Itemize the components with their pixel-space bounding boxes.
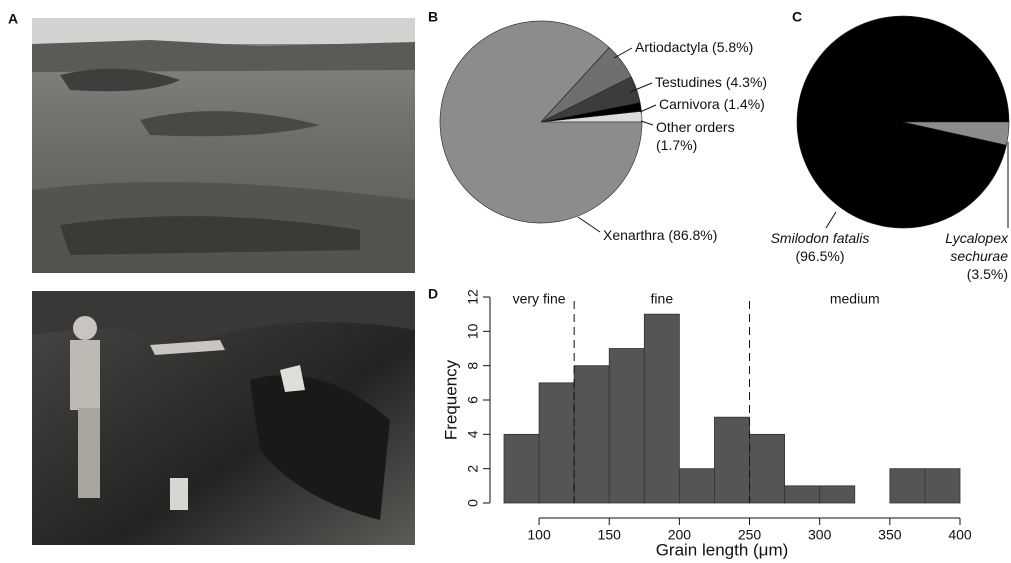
y-tick-label: 8 bbox=[465, 362, 481, 370]
y-tick-label: 4 bbox=[465, 430, 481, 438]
pie-label: Other orders(1.7%) bbox=[656, 118, 766, 154]
photo-excavation bbox=[32, 291, 415, 545]
x-axis-title: Grain length (μm) bbox=[656, 540, 789, 559]
x-tick-label: 300 bbox=[808, 527, 832, 543]
pie-label: Lycalopex sechurae(3.5%) bbox=[925, 229, 1008, 283]
y-axis-title: Frequency bbox=[441, 359, 460, 440]
category-label: Lycalopex sechurae bbox=[945, 230, 1008, 264]
pie-label: Artiodactyla (5.8%) bbox=[635, 38, 795, 56]
pie-label: Xenarthra (86.8%) bbox=[603, 226, 763, 244]
histogram-bar bbox=[925, 469, 960, 503]
y-tick-label: 10 bbox=[465, 323, 481, 339]
category-label: Xenarthra bbox=[603, 227, 664, 243]
value-label: (1.7%) bbox=[656, 136, 766, 154]
category-label: Other orders bbox=[656, 119, 735, 135]
y-tick-label: 0 bbox=[465, 499, 481, 507]
panel-label: B bbox=[428, 9, 438, 25]
pie-label: Testudines (4.3%) bbox=[655, 73, 795, 91]
annotation: very fine bbox=[513, 291, 566, 307]
value-label: (3.5%) bbox=[925, 265, 1008, 283]
leader-line bbox=[614, 48, 632, 58]
histogram-bar bbox=[539, 383, 574, 503]
figure-canvas: A B C D 024681012100150200250300350400Gr… bbox=[0, 0, 1011, 563]
panel-label: D bbox=[428, 286, 438, 302]
x-tick-label: 150 bbox=[598, 527, 622, 543]
leader-line bbox=[826, 212, 836, 228]
leader-line bbox=[640, 105, 656, 112]
panel-label: A bbox=[8, 11, 18, 27]
histogram-bar bbox=[820, 486, 855, 503]
category-label: Smilodon fatalis bbox=[771, 230, 870, 246]
histogram-bar bbox=[574, 366, 609, 503]
category-label: Artiodactyla bbox=[635, 39, 708, 55]
histogram-bar bbox=[679, 469, 714, 503]
y-tick-label: 2 bbox=[465, 465, 481, 473]
pie-label: Smilodon fatalis (96.5%) bbox=[768, 229, 872, 265]
annotation: fine bbox=[651, 291, 674, 307]
photo-site bbox=[32, 18, 415, 273]
histogram-bar bbox=[609, 349, 644, 504]
value-label: (96.5%) bbox=[795, 248, 844, 264]
value-label: (5.8%) bbox=[712, 39, 753, 55]
histogram-bar bbox=[890, 469, 925, 503]
histogram-bar bbox=[750, 434, 785, 503]
value-label: (86.8%) bbox=[668, 227, 717, 243]
y-tick-label: 6 bbox=[465, 396, 481, 404]
histogram-bar bbox=[785, 486, 820, 503]
leader-line bbox=[641, 121, 653, 125]
x-tick-label: 100 bbox=[527, 527, 551, 543]
x-tick-label: 350 bbox=[878, 527, 902, 543]
pie-label: Carnivora (1.4%) bbox=[659, 95, 799, 113]
x-tick-label: 400 bbox=[948, 527, 972, 543]
category-label: Carnivora bbox=[659, 96, 720, 112]
histogram-bar bbox=[714, 417, 749, 503]
leader-line bbox=[578, 217, 600, 232]
annotation: medium bbox=[830, 291, 880, 307]
histogram-bar bbox=[644, 314, 679, 503]
value-label: (4.3%) bbox=[726, 74, 767, 90]
figure: A B C D 024681012100150200250300350400Gr… bbox=[0, 0, 1011, 563]
y-tick-label: 12 bbox=[465, 289, 481, 305]
panel-label: C bbox=[792, 9, 802, 25]
value-label: (1.4%) bbox=[724, 96, 765, 112]
category-label: Testudines bbox=[655, 74, 722, 90]
histogram-bar bbox=[504, 434, 539, 503]
